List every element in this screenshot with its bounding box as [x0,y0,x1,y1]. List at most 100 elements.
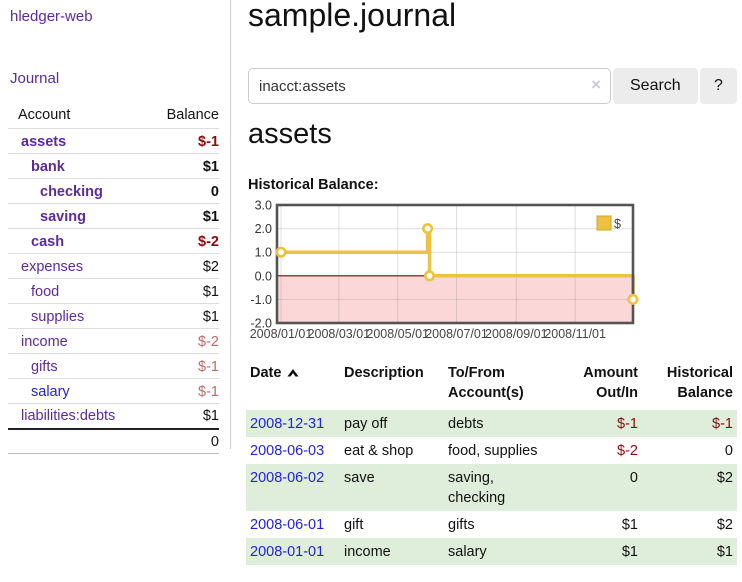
transaction-amount: $1 [621,544,638,560]
transaction-accounts: debts [448,416,484,432]
sidebar-account-link[interactable]: checking [40,183,103,200]
transaction-row: 2008-01-01 income salary $1 $1 [246,538,737,565]
account-balance: $-1 [198,133,219,150]
app-brand-link[interactable]: hledger-web [10,8,93,25]
svg-text:$: $ [614,217,621,231]
account-balance: $1 [202,158,219,175]
transaction-accounts: gifts [448,517,475,533]
transaction-balance: $2 [716,517,733,533]
account-row: saving $1 [8,203,219,229]
transaction-amount: 0 [629,470,638,486]
column-label: Historical [666,365,733,381]
transaction-balance: $-1 [712,416,733,432]
account-row: supplies $1 [8,303,219,329]
account-row: income $-2 [8,328,219,354]
clear-search-icon[interactable]: × [591,75,601,94]
transaction-row: 2008-06-03 eat & shop food, supplies $-2 0 [246,437,737,464]
sidebar-account-link[interactable]: gifts [31,358,58,375]
account-balance: $-2 [198,233,219,250]
transaction-row: 2008-12-31 pay off debts $-1 $-1 [246,410,737,437]
account-row: assets $-1 [8,128,219,154]
search-help-button[interactable]: ? [700,68,737,104]
register-column-header[interactable]: Date [246,360,340,410]
account-balance: $-1 [198,383,219,400]
account-balance: $1 [202,208,219,225]
search-input[interactable] [248,68,611,104]
transaction-date-link[interactable]: 2008-12-31 [250,416,325,432]
sidebar-account-link[interactable]: supplies [31,308,85,325]
sidebar-account-link[interactable]: income [21,333,68,350]
account-row: liabilities:debts $1 [8,403,219,429]
sidebar-account-link[interactable]: liabilities:debts [21,408,116,425]
sort-asc-icon [287,369,299,377]
sidebar-item-journal[interactable]: Journal [10,70,60,87]
sidebar-account-link[interactable]: cash [31,233,65,250]
register-column-header: Historical Balance [642,360,737,410]
accounts-total-row: 0 [8,427,219,454]
svg-text:2008/05/01: 2008/05/01 [366,327,429,341]
column-label: Balance [677,385,733,401]
transaction-amount: $-2 [617,443,638,459]
sidebar-account-link[interactable]: saving [40,208,86,225]
sidebar: hledger-web Journal Account Balance asse… [0,0,231,454]
accounts-header-row: Account Balance [8,103,219,129]
transaction-description: pay off [344,416,388,432]
transaction-row: 2008-06-01 gift gifts $1 $2 [246,511,737,538]
accounts-total-balance: 0 [149,427,219,454]
transaction-balance: $2 [716,470,733,486]
transaction-accounts: food, supplies [448,443,538,459]
svg-text:2008/09/01: 2008/09/01 [485,327,548,341]
register-header-row: Date Description To/From Account(s) Amount Ou… [246,360,737,410]
transaction-description: gift [344,517,364,533]
svg-text:2008/01/01: 2008/01/01 [250,327,313,341]
search-button[interactable]: Search [613,68,698,104]
spacer [8,427,150,454]
transaction-date-link[interactable]: 2008-01-01 [250,544,325,560]
sidebar-account-link[interactable]: food [31,283,60,300]
account-row: food $1 [8,278,219,304]
transaction-description: eat & shop [344,443,414,459]
account-row: cash $-2 [8,228,219,254]
sidebar-account-link[interactable]: salary [31,383,70,400]
transaction-amount: $-1 [617,416,638,432]
account-row: bank $1 [8,153,219,179]
account-row: gifts $-1 [8,353,219,379]
sidebar-account-link[interactable]: bank [31,158,65,175]
sidebar-account-link[interactable]: assets [21,133,67,150]
transaction-description: save [344,470,375,486]
register-column-header: Amount Out/In [554,360,642,410]
column-label: Date [250,365,282,381]
transaction-balance: 0 [724,443,733,459]
transaction-accounts: saving, checking [448,470,506,506]
transaction-date-link[interactable]: 2008-06-02 [250,470,325,486]
account-balance: $2 [202,258,219,275]
chart-title: Historical Balance: [248,177,379,193]
svg-text:2.0: 2.0 [255,222,272,236]
svg-text:3.0: 3.0 [255,200,272,213]
transaction-date-link[interactable]: 2008-06-03 [250,443,325,459]
account-balance: 0 [210,183,219,200]
column-label: Amount [583,365,638,381]
column-label: To/From [448,365,505,381]
sidebar-account-link[interactable]: expenses [21,258,84,275]
account-balance: $-1 [198,358,219,375]
accounts-header-balance: Balance [166,107,219,123]
transaction-accounts: salary [448,544,487,560]
account-row: checking 0 [8,178,219,204]
register-column-header: Description [340,360,444,410]
account-balance: $-2 [198,333,219,350]
transaction-description: income [344,544,391,560]
svg-text:2008/11/01: 2008/11/01 [544,327,606,341]
transaction-row: 2008-06-02 save saving, checking 0 $2 [246,464,737,511]
column-label: Account(s) [448,385,524,401]
transaction-date-link[interactable]: 2008-06-01 [250,517,325,533]
register-column-header: To/From Account(s) [444,360,554,410]
accounts-table: Account Balance assets $-1 bank $1 checking 0… [8,103,219,454]
svg-text:0.0: 0.0 [255,269,272,283]
accounts-header-account: Account [18,107,71,123]
svg-text:2008/03/01: 2008/03/01 [308,327,371,341]
svg-text:2008/07/01: 2008/07/01 [425,327,488,341]
historical-balance-chart[interactable]: $3.0 2.0 1.0 0.0 -1.0 -2.02008/01/012008/03/0… [240,200,742,350]
column-label: Out/In [596,385,638,401]
page-title: sample.journal [248,0,457,33]
